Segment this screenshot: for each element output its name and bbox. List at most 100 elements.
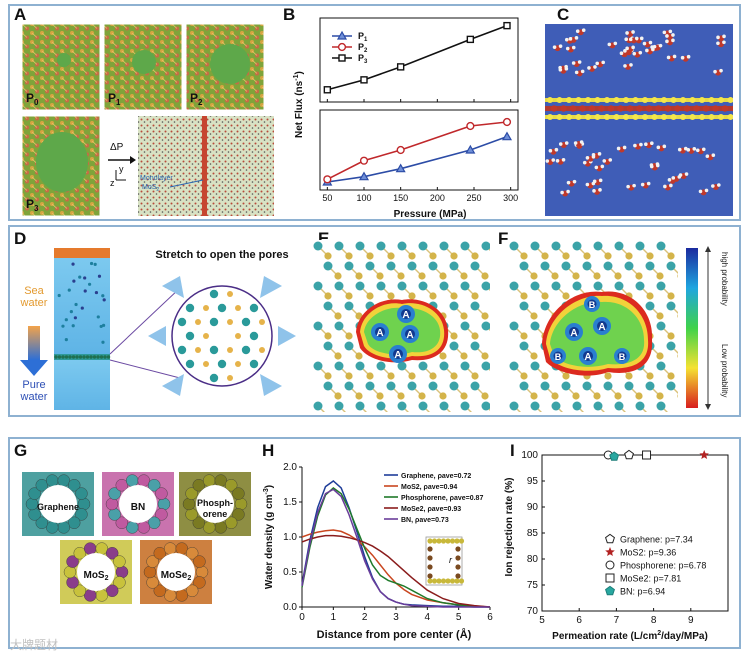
pore <box>77 553 115 591</box>
panel-c-figure <box>545 24 733 216</box>
chalcogen-atom <box>334 352 342 360</box>
metal-atom <box>666 301 676 311</box>
hydrogen-atom <box>622 145 627 150</box>
inset-atom <box>427 573 433 579</box>
chalcogen-atom <box>656 392 664 400</box>
ring-atom <box>214 474 227 487</box>
hydrogen-atom <box>575 29 580 34</box>
ring-atom <box>146 576 159 589</box>
h-legend-label: MoSe2, ρave=0.93 <box>401 506 461 513</box>
ion <box>80 306 84 310</box>
pore <box>157 553 195 591</box>
ring-atom <box>192 516 205 529</box>
pure-line1: Pure <box>22 379 45 391</box>
ring-atom <box>84 542 97 555</box>
chalcogen-atom <box>481 312 489 320</box>
ring-atom <box>95 542 108 555</box>
inset-atom <box>427 538 433 544</box>
mo-atom <box>588 105 596 112</box>
i-ytick-label: 90 <box>527 502 539 513</box>
metal-atom <box>376 281 386 291</box>
ring-atom <box>46 521 59 534</box>
chalcogen-atom <box>408 372 416 380</box>
metal-atom <box>344 341 354 351</box>
sulfur-atom <box>585 114 591 120</box>
b-point <box>502 117 512 127</box>
inset-atom <box>445 538 451 544</box>
i-points <box>603 449 709 461</box>
ion <box>83 276 87 280</box>
hydrogen-atom <box>595 61 599 66</box>
metal-atom <box>656 401 666 411</box>
b-legend-label: P2 <box>358 42 368 54</box>
material-rings <box>22 472 251 604</box>
sulfur-atom <box>651 114 658 120</box>
ion <box>89 261 94 266</box>
chalcogen-atom <box>345 252 353 260</box>
inset-atom <box>449 538 456 544</box>
ring-atom <box>195 565 209 579</box>
hydrogen-atom <box>558 44 563 48</box>
chalcogen-atom <box>429 372 437 380</box>
chalcogen-atom <box>530 392 538 400</box>
hydrogen-atom <box>572 179 577 184</box>
metal-atom <box>635 241 645 251</box>
chalcogen-atom <box>677 354 678 358</box>
mo-atom <box>636 105 643 112</box>
ion <box>87 282 92 286</box>
chalcogen-atom <box>614 392 622 400</box>
metal-atom <box>635 281 645 291</box>
hydrogen-atom <box>613 41 618 46</box>
b-xtick-label: 250 <box>466 193 481 203</box>
metal-atom <box>418 361 428 371</box>
chalcogen-atom <box>450 292 458 300</box>
h-series-line <box>301 534 491 608</box>
mo-atom <box>579 105 586 112</box>
hydrogen-atom <box>695 148 700 153</box>
hydrogen-atom <box>658 43 663 48</box>
metal-atom <box>519 381 529 391</box>
ring-atom <box>35 516 48 529</box>
sulfur-atom <box>566 97 572 103</box>
b-point <box>396 63 405 71</box>
sea-line2: water <box>20 297 48 309</box>
chalcogen-atom <box>646 292 654 300</box>
hydrogen-atom <box>638 50 643 55</box>
hydrogen-atom <box>671 33 675 37</box>
metal-atom <box>407 381 417 391</box>
ring-atom <box>57 521 70 534</box>
panel-a-label: A <box>14 5 27 24</box>
probability-colorbar: high probability Low probability <box>686 246 729 410</box>
ring-atom <box>73 547 86 560</box>
mo-atom <box>617 105 624 112</box>
hydrogen-atom <box>662 30 667 35</box>
chalcogen-atom <box>541 372 549 380</box>
h-legend-label: MoS2, ρave=0.94 <box>401 484 457 491</box>
sulfur-atom <box>689 114 696 120</box>
colorbar-low: Low probability <box>720 344 729 397</box>
hydrogen-atom <box>597 152 602 156</box>
metal-atom <box>323 341 333 351</box>
metal-atom <box>509 321 519 331</box>
hydrogen-atom <box>571 61 576 65</box>
chalcogen-atom <box>541 252 549 260</box>
ring-atom <box>115 479 128 492</box>
ring-atom <box>232 487 245 500</box>
metal-atom <box>397 401 407 411</box>
chalcogen-atom <box>530 352 538 360</box>
membrane-atom <box>78 355 83 359</box>
metal-atom <box>530 401 540 411</box>
metal-atom <box>313 281 323 291</box>
chalcogen-atom <box>450 252 458 260</box>
metal-atom <box>603 381 613 391</box>
chalcogen-atom <box>677 274 678 278</box>
metal-atom <box>344 261 354 271</box>
chalcogen-atom <box>481 272 489 280</box>
membrane-atom <box>82 355 86 359</box>
lattice-atom <box>185 359 195 369</box>
ring-atom <box>164 542 177 555</box>
b-xtick-label: 200 <box>430 193 445 203</box>
chalcogen-atom <box>439 272 447 280</box>
ring-atom <box>113 576 126 589</box>
hydrogen-atom <box>680 55 685 60</box>
